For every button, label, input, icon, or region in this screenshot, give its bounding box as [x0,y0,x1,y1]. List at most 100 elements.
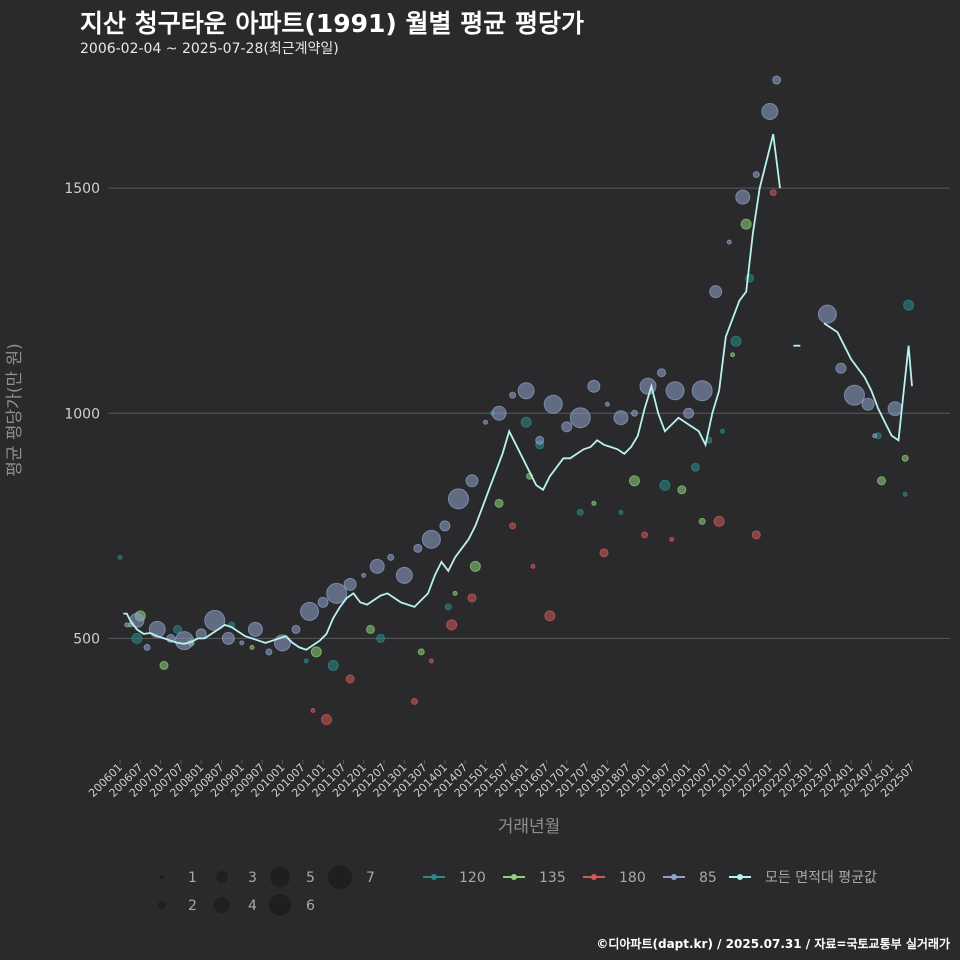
scatter-point-180 [769,189,777,197]
scatter-point-85 [291,624,301,634]
scatter-point-85 [613,410,629,426]
scatter-point-85 [465,474,479,488]
scatter-point-85 [369,558,385,574]
scatter-point-85 [817,304,837,324]
scatter-point-180 [467,593,477,603]
scatter-point-120 [376,633,386,643]
scatter-point-85 [265,648,273,656]
scatter-point-85 [491,405,507,421]
scatter-point-120 [618,509,624,515]
color-legend-dot [591,874,597,880]
size-legend-label: 3 [248,870,257,886]
size-legend-label: 7 [366,870,375,886]
scatter-point-120 [117,554,123,560]
grid-lines [108,187,950,639]
size-legend-dot [270,867,290,887]
scatter-point-120 [303,658,309,664]
scatter-points [117,75,915,725]
scatter-point-85 [387,553,395,561]
chart-title: 지산 청구타운 아파트(1991) 월별 평균 평당가 [80,9,584,38]
scatter-point-135 [677,485,687,495]
scatter-point-85 [535,435,545,445]
scatter-point-85 [683,407,695,419]
size-legend-dot [160,875,164,879]
scatter-point-120 [903,299,915,311]
scatter-point-85 [439,520,451,532]
scatter-point-85 [343,577,357,591]
scatter-point-135 [249,644,255,650]
footer-credit: ©디아파트(dapt.kr) / 2025.07.31 / 자료=국토교통부 실… [596,937,950,951]
scatter-point-180 [751,530,761,540]
scatter-point-85 [517,382,535,400]
average-line-segment [123,133,781,651]
size-legend-dot [216,871,228,883]
scatter-point-180 [599,548,609,558]
scatter-point-85 [447,488,469,510]
scatter-point-85 [326,582,348,604]
scatter-point-85 [861,397,875,411]
size-legend-label: 4 [248,898,257,914]
scatter-point-120 [719,428,725,434]
scatter-point-135 [159,660,169,670]
scatter-point-85 [483,419,489,425]
scatter-point-85 [300,601,320,621]
scatter-point-85 [735,189,751,205]
scatter-point-85 [361,572,367,578]
scatter-point-120 [690,462,700,472]
size-legend-dot [214,897,230,913]
scatter-point-85 [587,379,601,393]
size-legend-label: 6 [306,898,315,914]
scatter-point-180 [410,697,418,705]
scatter-point-120 [659,479,671,491]
scatter-point-135 [417,648,425,656]
scatter-point-85 [421,529,441,549]
scatter-point-135 [591,500,597,506]
scatter-point-120 [173,624,183,634]
scatter-point-85 [872,433,878,439]
scatter-point-120 [131,632,143,644]
size-legend-label: 2 [188,898,197,914]
scatter-point-180 [509,522,517,530]
size-legend: 1 2 3 4 5 6 7 [158,865,375,916]
scatter-point-85 [709,285,723,299]
size-legend-dot [269,894,291,916]
scatter-point-85 [204,609,226,631]
color-legend-dot [511,874,517,880]
y-tick-label: 1500 [64,181,100,197]
scatter-point-85 [726,239,732,245]
scatter-point-180 [713,515,725,527]
scatter-point-85 [129,612,145,628]
scatter-point-85 [887,401,903,417]
scatter-point-135 [469,560,481,572]
scatter-point-135 [452,590,458,596]
scatter-point-85 [174,631,194,651]
scatter-point-180 [345,674,355,684]
size-legend-label: 1 [188,870,197,886]
scatter-point-85 [835,362,847,374]
scatter-point-180 [428,658,434,664]
scatter-point-85 [143,643,151,651]
scatter-point-85 [772,75,782,85]
scatter-point-85 [569,407,591,429]
scatter-point-180 [310,707,316,713]
scatter-point-85 [752,171,760,179]
chart-subtitle: 2006-02-04 ~ 2025-07-28(최근계약일) [80,41,339,57]
scatter-point-120 [902,491,908,497]
scatter-point-85 [761,103,779,121]
average-line [123,133,913,651]
scatter-point-135 [698,517,706,525]
color-legend: 120 135 180 85 모든 면적대 평균값 [423,870,877,886]
scatter-point-180 [446,619,458,631]
scatter-point-85 [691,380,713,402]
scatter-point-85 [148,620,166,638]
x-axis-title: 거래년월 [498,817,561,837]
scatter-point-85 [665,381,685,401]
color-legend-dot [671,874,677,880]
scatter-point-135 [310,646,322,658]
scatter-point-85 [221,631,235,645]
scatter-point-85 [395,566,413,584]
scatter-point-180 [530,563,536,569]
scatter-point-85 [630,409,638,417]
scatter-point-85 [124,622,130,628]
size-legend-dot [158,901,166,909]
